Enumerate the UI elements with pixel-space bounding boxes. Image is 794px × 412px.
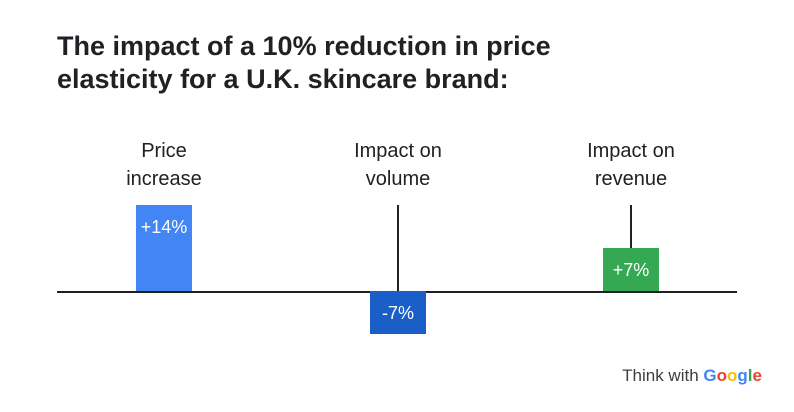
category-label: Impact on revenue [587,140,675,190]
value-label: -7% [381,303,414,323]
connector [630,205,632,248]
brand-letter: g [737,366,748,385]
category-label: Price increase [126,140,202,190]
brand-letter: o [727,366,738,385]
value-label: +7% [612,260,650,280]
bar [370,291,426,334]
chart-title: The impact of a 10% reduction in price e… [57,31,551,94]
brand: Google [703,366,762,385]
brand-letter: e [752,366,762,385]
footer-text: Think with [622,366,699,385]
bar [136,205,192,291]
brand-letter: G [703,366,717,385]
connector [397,205,399,291]
footer: Think with Google [622,366,762,386]
category-label: Impact on volume [354,140,442,190]
brand-letter: o [716,366,728,385]
bar [603,248,659,291]
brand-letter: l [747,366,753,385]
value-label: +14% [140,217,188,237]
